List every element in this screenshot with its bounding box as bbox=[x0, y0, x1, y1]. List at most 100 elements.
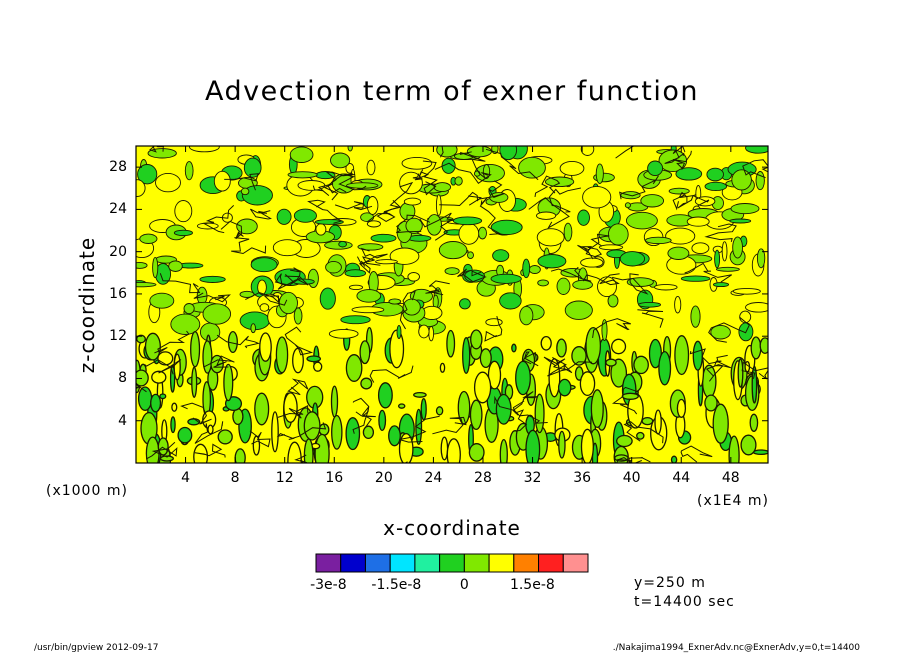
contour-cell bbox=[467, 251, 474, 260]
contour-line bbox=[741, 361, 768, 380]
axes bbox=[136, 146, 768, 463]
contour-cell bbox=[466, 146, 492, 158]
y-tick-label: 4 bbox=[118, 412, 127, 429]
contour-line bbox=[294, 454, 308, 463]
contour-cell bbox=[751, 365, 758, 404]
contour-cell bbox=[325, 260, 342, 274]
contour-cell bbox=[585, 326, 602, 365]
y-tick-label: 24 bbox=[109, 201, 127, 218]
contour-cell bbox=[511, 343, 517, 353]
contour-cell bbox=[644, 236, 672, 245]
contour-cell bbox=[559, 160, 585, 176]
contour-cell bbox=[730, 203, 760, 215]
contour-cell bbox=[155, 172, 181, 193]
contour-cell bbox=[407, 272, 420, 282]
contour-line bbox=[276, 422, 327, 440]
y-tick-label: 16 bbox=[109, 285, 127, 302]
contour-cell bbox=[435, 406, 444, 416]
contour-cell bbox=[243, 157, 262, 178]
contour-cell bbox=[157, 437, 169, 456]
contour-cell bbox=[174, 200, 193, 223]
contour-line bbox=[672, 150, 692, 170]
contour-cell bbox=[259, 303, 270, 312]
contour-cell bbox=[136, 369, 149, 387]
contour-line bbox=[611, 273, 649, 295]
contour-cell bbox=[348, 284, 364, 291]
contour-line bbox=[512, 391, 539, 416]
contour-cell bbox=[276, 208, 292, 225]
contour-cell bbox=[152, 256, 159, 279]
contour-cell bbox=[207, 424, 214, 435]
contour-line bbox=[677, 191, 697, 209]
contour-cell bbox=[439, 362, 446, 373]
contour-cell bbox=[366, 159, 376, 176]
contour-line bbox=[203, 355, 235, 368]
contour-cell bbox=[479, 348, 492, 369]
contour-cell bbox=[499, 146, 518, 161]
contour-line bbox=[284, 326, 314, 356]
contour-cell bbox=[674, 295, 682, 314]
contour-cell bbox=[272, 239, 302, 257]
contour-line bbox=[548, 187, 582, 213]
contour-cell bbox=[378, 409, 387, 432]
contour-cell bbox=[714, 249, 721, 269]
contour-cell bbox=[745, 146, 768, 154]
contour-cell bbox=[557, 378, 572, 397]
contour-cell bbox=[641, 416, 654, 426]
contour-line bbox=[484, 315, 503, 342]
x-tick-label: 8 bbox=[230, 470, 240, 486]
contour-cell bbox=[403, 197, 422, 206]
x-tick-label: 36 bbox=[573, 470, 592, 486]
contour-cell bbox=[193, 443, 209, 463]
contour-cell bbox=[752, 449, 768, 456]
contour-cell bbox=[150, 393, 162, 413]
contour-cell bbox=[190, 331, 201, 368]
contour-line bbox=[352, 406, 372, 434]
contour-cell bbox=[139, 233, 158, 244]
contour-cell bbox=[728, 435, 740, 463]
contour-cell bbox=[558, 430, 566, 459]
colorbar bbox=[315, 553, 589, 573]
contour-line bbox=[628, 456, 651, 463]
contour-cell bbox=[426, 214, 442, 236]
contour-cell bbox=[240, 187, 250, 196]
contour-line bbox=[619, 175, 659, 200]
contour-cell bbox=[732, 287, 761, 295]
colorbar-swatch bbox=[513, 553, 540, 573]
contour-cell bbox=[168, 260, 183, 272]
contour-cell bbox=[402, 298, 421, 316]
contour-cell bbox=[636, 431, 645, 440]
contour-cell bbox=[292, 347, 304, 374]
contour-cell bbox=[611, 338, 627, 355]
contour-cell bbox=[740, 434, 757, 456]
contour-cell bbox=[691, 242, 710, 255]
contour-cell bbox=[490, 273, 522, 284]
contour-cell bbox=[607, 223, 629, 246]
y-tick-label: 8 bbox=[118, 370, 127, 387]
contour-cell bbox=[283, 392, 298, 423]
contour-line bbox=[180, 402, 212, 425]
contour-cell bbox=[540, 335, 552, 351]
contour-cell bbox=[499, 438, 508, 463]
contour-line bbox=[307, 199, 343, 224]
contour-cell bbox=[254, 392, 270, 426]
contour-cell bbox=[438, 241, 468, 260]
contour-cell bbox=[556, 277, 571, 295]
x-tick-label: 48 bbox=[721, 470, 740, 486]
contour-line bbox=[312, 183, 339, 201]
contour-line bbox=[439, 146, 444, 158]
contour-cell bbox=[236, 218, 258, 235]
contour-cell bbox=[330, 152, 351, 169]
contour-line bbox=[547, 356, 593, 377]
contour-line bbox=[369, 365, 414, 383]
contour-line bbox=[684, 262, 732, 283]
contour-line bbox=[708, 316, 750, 343]
contour-cell bbox=[452, 216, 483, 226]
contour-line bbox=[616, 457, 642, 463]
colorbar-swatch bbox=[315, 553, 342, 573]
y-tick-label: 28 bbox=[109, 159, 127, 176]
contour-cell bbox=[658, 350, 672, 386]
contour-cell bbox=[564, 300, 593, 320]
contour-cell bbox=[420, 398, 427, 421]
